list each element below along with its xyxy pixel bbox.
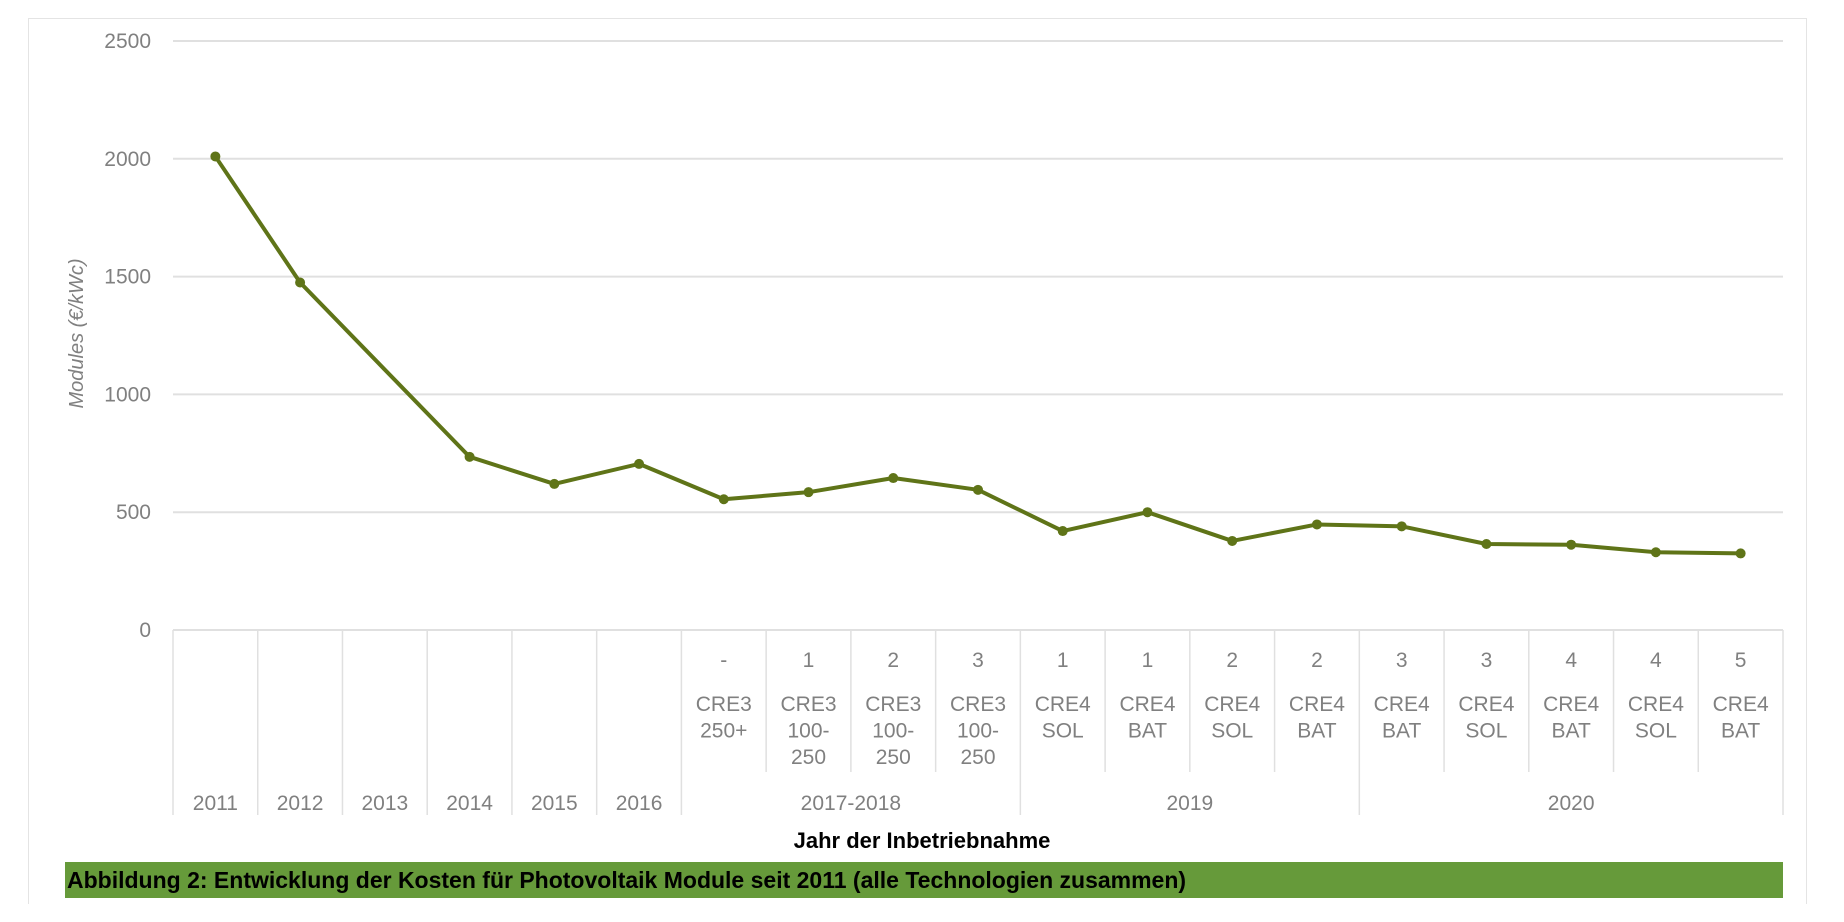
category-label: 250 bbox=[960, 746, 995, 769]
group-label: 2020 bbox=[1548, 792, 1595, 815]
category-label: SOL bbox=[1211, 720, 1253, 743]
category-label: SOL bbox=[1042, 720, 1084, 743]
category-number: - bbox=[720, 649, 727, 672]
category-label: CRE4 bbox=[1713, 693, 1769, 716]
category-label: 250+ bbox=[700, 720, 747, 743]
group-label: 2014 bbox=[446, 792, 493, 815]
group-label: 2017-2018 bbox=[801, 792, 901, 815]
caption-prefix: Abbildung 2 bbox=[67, 867, 200, 893]
category-number: 3 bbox=[972, 649, 984, 672]
data-point bbox=[1057, 526, 1068, 537]
category-label: CRE3 bbox=[696, 693, 752, 716]
data-point bbox=[295, 277, 306, 288]
data-point bbox=[1396, 521, 1407, 532]
data-point bbox=[718, 494, 729, 505]
category-number: 3 bbox=[1396, 649, 1408, 672]
y-tick-label: 2000 bbox=[104, 148, 151, 171]
caption-text: : Entwicklung der Kosten für Photovoltai… bbox=[199, 867, 1187, 893]
category-number: 1 bbox=[1057, 649, 1069, 672]
category-number: 4 bbox=[1565, 649, 1577, 672]
data-point bbox=[1735, 548, 1746, 559]
category-label: BAT bbox=[1128, 720, 1167, 743]
category-label: CRE4 bbox=[1628, 693, 1684, 716]
y-tick-label: 0 bbox=[139, 619, 151, 642]
category-label: SOL bbox=[1465, 720, 1507, 743]
data-point bbox=[1142, 507, 1153, 518]
category-label: 100- bbox=[872, 720, 914, 743]
category-label: CRE4 bbox=[1035, 693, 1091, 716]
series-line bbox=[213, 155, 1741, 556]
category-label: BAT bbox=[1297, 720, 1336, 743]
category-label: CRE3 bbox=[781, 693, 837, 716]
category-number: 1 bbox=[1142, 649, 1154, 672]
category-number: 1 bbox=[803, 649, 815, 672]
category-number: 3 bbox=[1481, 649, 1493, 672]
y-tick-label: 1500 bbox=[104, 266, 151, 289]
category-label: CRE3 bbox=[865, 693, 921, 716]
group-label: 2012 bbox=[277, 792, 324, 815]
group-label: 2019 bbox=[1166, 792, 1213, 815]
x-axis-label: Jahr der Inbetriebnahme bbox=[793, 828, 1051, 853]
category-label: CRE4 bbox=[1374, 693, 1430, 716]
category-label: 250 bbox=[876, 746, 911, 769]
group-label: 2013 bbox=[361, 792, 408, 815]
group-label: 2016 bbox=[616, 792, 663, 815]
category-number: 2 bbox=[887, 649, 899, 672]
category-label: SOL bbox=[1635, 720, 1677, 743]
category-label: 100- bbox=[788, 720, 830, 743]
category-label: BAT bbox=[1382, 720, 1421, 743]
data-point bbox=[1481, 539, 1492, 550]
y-tick-label: 1000 bbox=[104, 383, 151, 406]
category-label: 250 bbox=[791, 746, 826, 769]
group-label: 2011 bbox=[193, 792, 238, 815]
data-point bbox=[634, 458, 645, 469]
category-number: 2 bbox=[1311, 649, 1323, 672]
data-point bbox=[464, 451, 475, 462]
data-point bbox=[210, 151, 221, 162]
data-point bbox=[1650, 547, 1661, 558]
category-label: CRE4 bbox=[1204, 693, 1260, 716]
data-point bbox=[888, 473, 899, 484]
data-point bbox=[803, 487, 814, 498]
figure-caption: Abbildung 2: Entwicklung der Kosten für … bbox=[65, 862, 1783, 898]
y-tick-label: 500 bbox=[116, 501, 151, 524]
group-label: 2015 bbox=[531, 792, 578, 815]
category-number: 4 bbox=[1650, 649, 1662, 672]
category-number: 5 bbox=[1735, 649, 1747, 672]
category-label: CRE4 bbox=[1119, 693, 1175, 716]
y-tick-label: 2500 bbox=[104, 30, 151, 53]
y-axis-label: Modules (€/kWc) bbox=[66, 258, 88, 409]
category-label: CRE4 bbox=[1289, 693, 1345, 716]
category-number: 2 bbox=[1226, 649, 1238, 672]
category-label: CRE4 bbox=[1458, 693, 1514, 716]
data-point bbox=[1566, 539, 1577, 550]
data-point bbox=[973, 484, 983, 495]
data-point bbox=[1227, 535, 1238, 546]
category-label: BAT bbox=[1721, 720, 1760, 743]
category-label: CRE4 bbox=[1543, 693, 1599, 716]
chart-frame bbox=[28, 18, 1807, 904]
category-label: 100- bbox=[957, 720, 999, 743]
data-point bbox=[1311, 519, 1322, 530]
category-label: CRE3 bbox=[950, 693, 1006, 716]
category-label: BAT bbox=[1552, 720, 1591, 743]
data-point bbox=[549, 478, 560, 489]
